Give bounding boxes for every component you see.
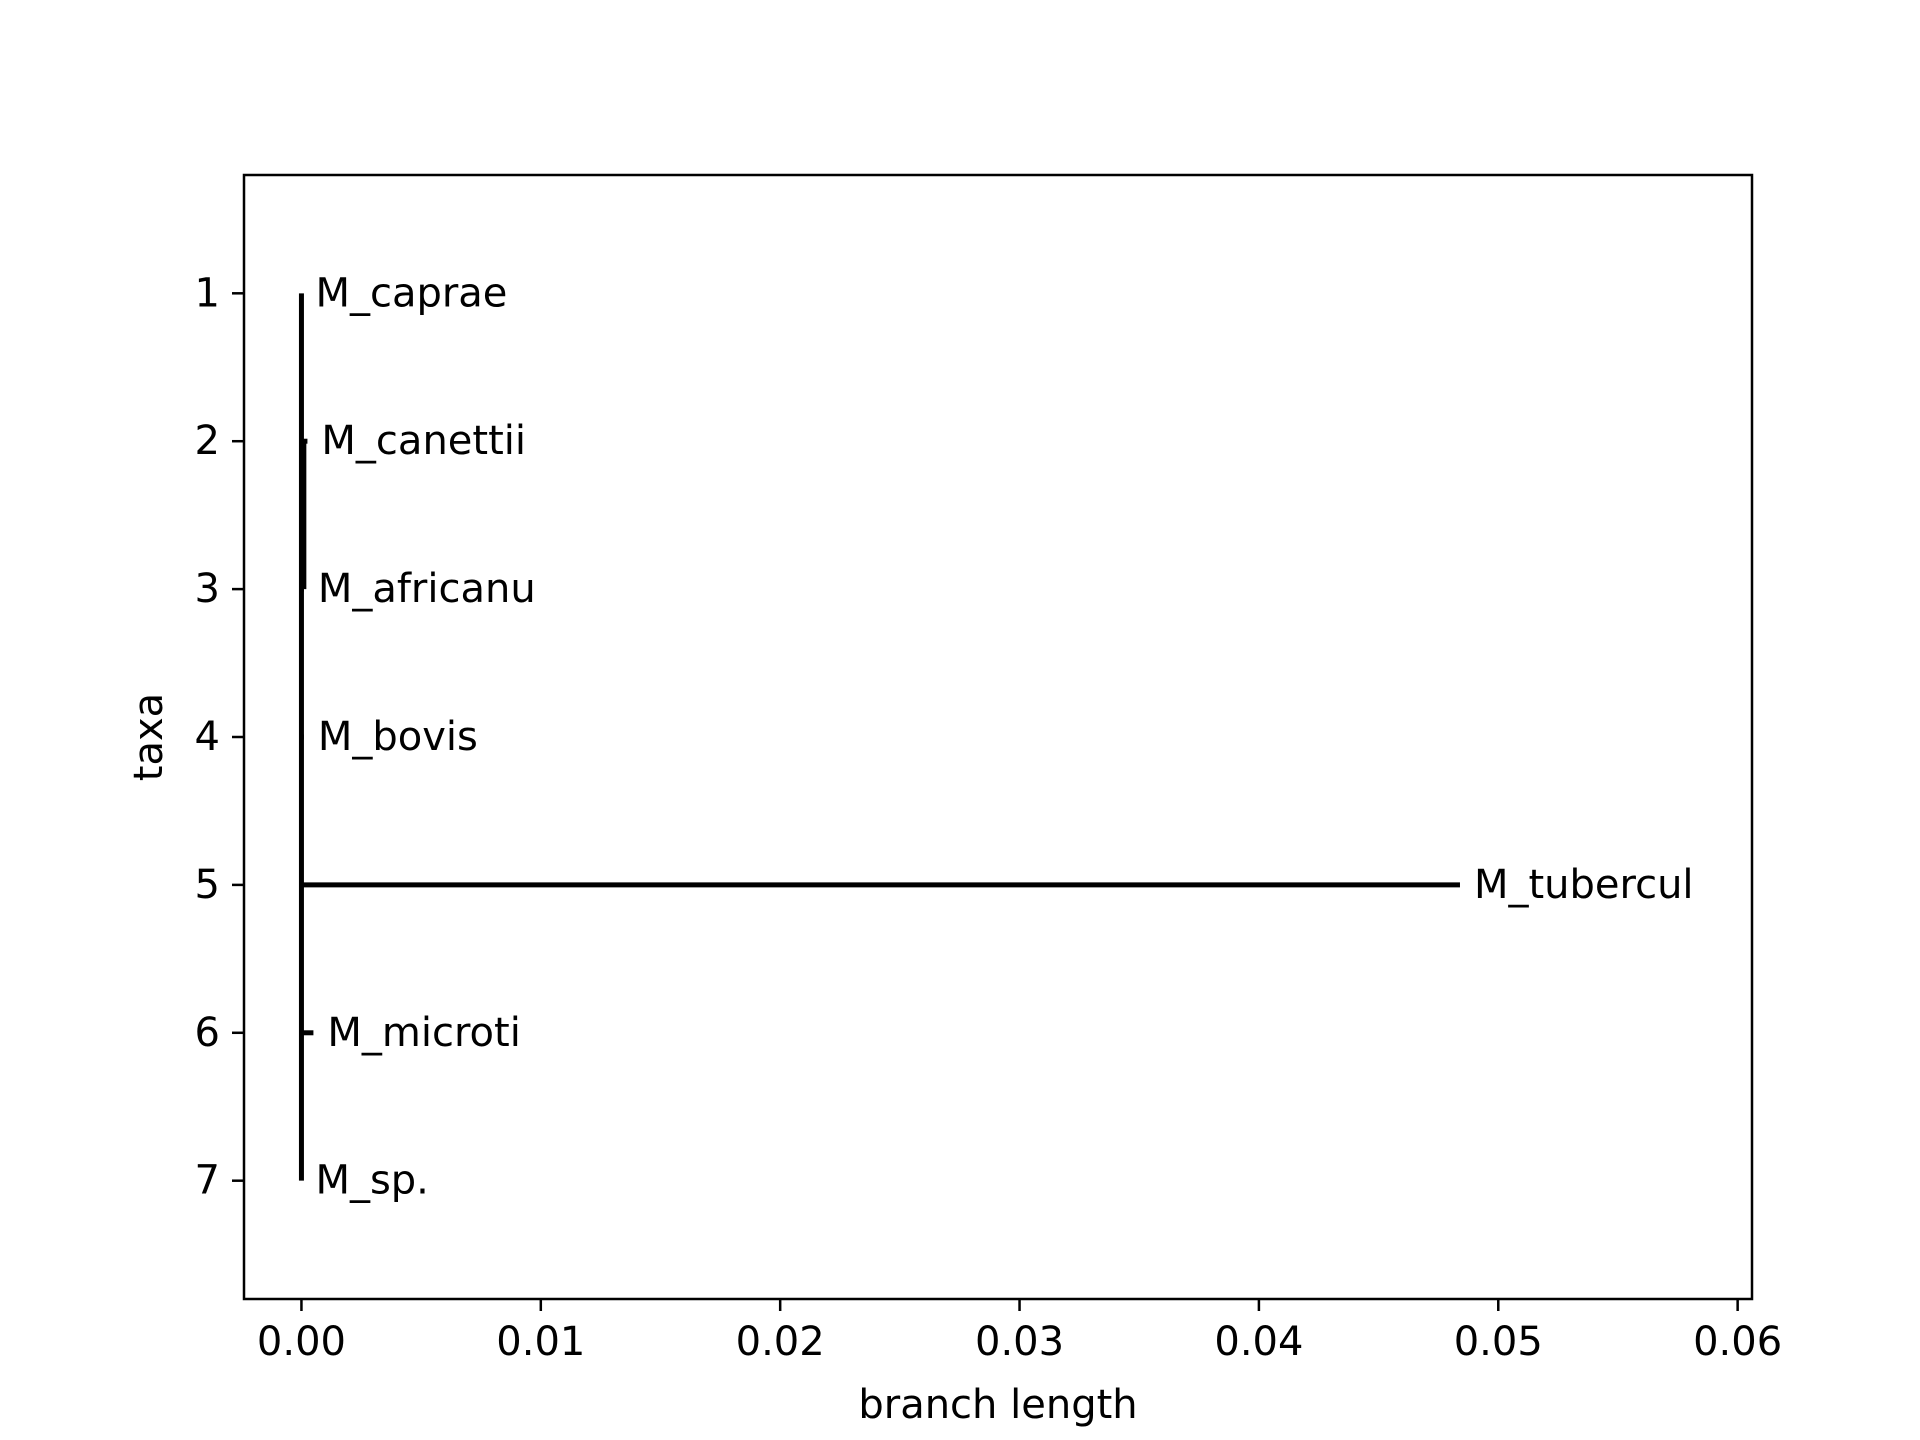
x-axis-label: branch length <box>858 1382 1137 1428</box>
taxon-label: M_microti <box>327 1010 520 1056</box>
taxon-label: M_sp. <box>315 1158 428 1204</box>
x-tick-label: 0.00 <box>257 1319 346 1365</box>
y-tick-label: 3 <box>195 566 220 612</box>
y-tick-label: 2 <box>195 418 220 464</box>
x-tick-label: 0.03 <box>975 1319 1064 1365</box>
taxon-labels: M_caprae M_canettii M_africanu M_bovis M_tub… <box>315 270 1693 1203</box>
y-tick-label: 7 <box>195 1158 220 1204</box>
x-tick-label: 0.01 <box>496 1319 585 1365</box>
x-tick-label: 0.05 <box>1454 1319 1543 1365</box>
taxon-label: M_caprae <box>315 270 507 316</box>
y-tick-label: 6 <box>195 1010 220 1056</box>
y-axis: 1 2 3 4 5 6 7 <box>195 270 244 1204</box>
x-axis: 0.00 0.01 0.02 0.03 0.04 0.05 0.06 <box>257 1299 1782 1365</box>
x-tick-label: 0.02 <box>736 1319 825 1365</box>
y-tick-label: 1 <box>195 270 220 316</box>
x-tick-label: 0.06 <box>1693 1319 1782 1365</box>
taxon-label: M_tubercul <box>1474 862 1694 908</box>
y-axis-label: taxa <box>126 693 172 781</box>
x-tick-label: 0.04 <box>1214 1319 1303 1365</box>
taxon-label: M_canettii <box>321 418 526 464</box>
y-tick-label: 5 <box>195 862 220 908</box>
taxon-label: M_bovis <box>318 714 478 760</box>
tree-branches <box>298 293 1460 1181</box>
y-tick-label: 4 <box>195 714 220 760</box>
taxon-label: M_africanu <box>318 566 536 612</box>
